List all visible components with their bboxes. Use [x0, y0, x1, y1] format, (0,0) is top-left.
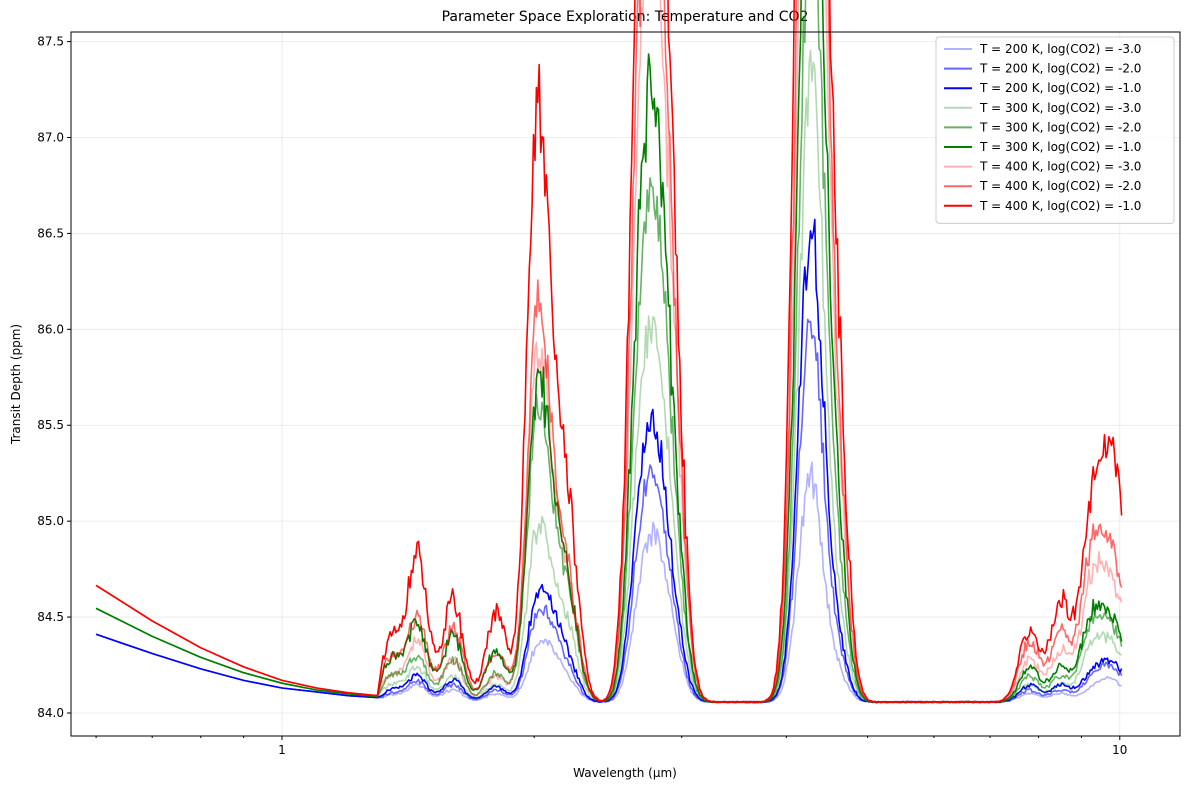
axis-ticks: 84.0 84.5 85.0 85.5 86.0 86.5 87.0 87.5 1 10 — [37, 35, 1127, 757]
legend-entry: T = 300 K, log(CO2) = -1.0 — [979, 140, 1141, 154]
legend-box — [935, 36, 1175, 224]
x-tick-label: 1 — [278, 743, 286, 757]
y-tick-label: 84.5 — [37, 610, 64, 624]
plot-frame — [70, 31, 1181, 737]
legend-entry: T = 200 K, log(CO2) = -2.0 — [979, 62, 1141, 76]
series-lines — [95, 0, 1123, 704]
y-tick-label: 86.5 — [37, 226, 64, 240]
legend-entry: T = 300 K, log(CO2) = -2.0 — [979, 120, 1141, 134]
x-axis-label: Wavelength (μm) — [573, 766, 677, 780]
y-tick-label: 85.5 — [37, 418, 64, 432]
legend-entry: T = 200 K, log(CO2) = -3.0 — [979, 42, 1141, 56]
y-tick-label: 87.5 — [37, 35, 64, 49]
y-tick-label: 84.0 — [37, 706, 64, 720]
legend-entry: T = 400 K, log(CO2) = -3.0 — [979, 160, 1141, 174]
chart-title: Parameter Space Exploration: Temperature… — [442, 9, 809, 25]
y-axis-label: Transit Depth (ppm) — [9, 324, 23, 445]
y-tick-label: 87.0 — [37, 131, 64, 145]
y-tick-label: 85.0 — [37, 514, 64, 528]
legend-entry: T = 400 K, log(CO2) = -2.0 — [979, 179, 1141, 193]
series-line — [95, 0, 1123, 704]
legend: T = 200 K, log(CO2) = -3.0 T = 200 K, log… — [935, 36, 1175, 224]
legend-entry: T = 300 K, log(CO2) = -3.0 — [979, 101, 1141, 115]
legend-entry: T = 200 K, log(CO2) = -1.0 — [979, 81, 1141, 95]
x-tick-label: 10 — [1112, 743, 1127, 757]
legend-entry: T = 400 K, log(CO2) = -1.0 — [979, 199, 1141, 213]
y-tick-label: 86.0 — [37, 322, 64, 336]
